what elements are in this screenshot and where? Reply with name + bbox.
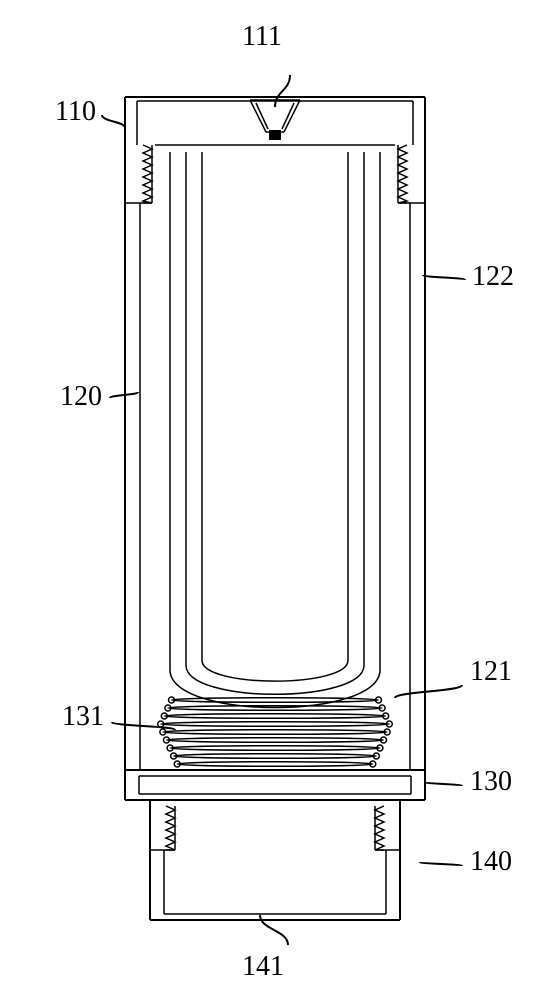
leader-140 bbox=[420, 862, 462, 866]
leader-111 bbox=[275, 75, 290, 107]
leader-110 bbox=[102, 115, 125, 128]
label-120: 120 bbox=[60, 381, 102, 412]
label-110: 110 bbox=[55, 96, 96, 127]
label-131: 131 bbox=[62, 701, 104, 732]
label-141: 141 bbox=[242, 951, 284, 982]
label-122: 122 bbox=[472, 261, 514, 292]
leader-121 bbox=[395, 685, 462, 698]
label-111: 111 bbox=[242, 21, 282, 52]
label-130: 130 bbox=[470, 766, 512, 797]
leader-130 bbox=[425, 782, 462, 786]
leader-122 bbox=[423, 275, 465, 280]
label-121: 121 bbox=[470, 656, 512, 687]
diagram-canvas: 110 111 120 121 122 130 131 140 141 bbox=[0, 0, 547, 1000]
label-140: 140 bbox=[470, 846, 512, 877]
